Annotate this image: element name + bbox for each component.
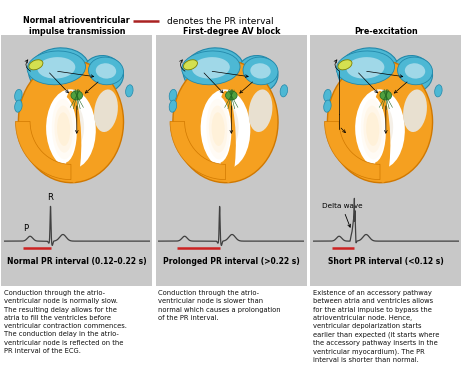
Ellipse shape — [250, 63, 271, 79]
Ellipse shape — [55, 105, 73, 152]
Text: Delta wave: Delta wave — [321, 203, 362, 227]
Ellipse shape — [367, 102, 393, 151]
Ellipse shape — [324, 100, 331, 112]
Text: Conduction through the atrio-
ventricular node is slower than
normal which cause: Conduction through the atrio- ventricula… — [158, 290, 281, 321]
Text: Prolonged PR interval (>0.22 s): Prolonged PR interval (>0.22 s) — [163, 257, 300, 266]
Ellipse shape — [280, 85, 288, 97]
Wedge shape — [325, 122, 380, 180]
Text: Conduction through the atrio-
ventricular node is normally slow.
The resulting d: Conduction through the atrio- ventricula… — [4, 290, 127, 354]
Ellipse shape — [37, 57, 75, 79]
Ellipse shape — [58, 102, 84, 151]
Ellipse shape — [205, 95, 231, 163]
Ellipse shape — [403, 89, 427, 132]
Ellipse shape — [355, 89, 405, 169]
Ellipse shape — [169, 89, 177, 102]
Ellipse shape — [201, 89, 250, 169]
Ellipse shape — [27, 51, 85, 85]
Ellipse shape — [336, 51, 394, 85]
Text: P: P — [23, 224, 28, 233]
Ellipse shape — [192, 57, 230, 79]
Ellipse shape — [380, 91, 392, 100]
Text: R: R — [47, 193, 54, 202]
Ellipse shape — [50, 95, 77, 163]
Ellipse shape — [206, 99, 230, 160]
FancyBboxPatch shape — [0, 33, 154, 289]
Text: Existence of an accessory pathway
between atria and ventricles allows
for the at: Existence of an accessory pathway betwee… — [313, 290, 439, 363]
Ellipse shape — [52, 99, 75, 160]
Ellipse shape — [248, 89, 273, 132]
Wedge shape — [170, 122, 226, 180]
Ellipse shape — [15, 89, 22, 102]
Text: Pre-excitation: Pre-excitation — [354, 27, 418, 36]
Ellipse shape — [96, 63, 116, 79]
Text: First-degree AV block: First-degree AV block — [182, 27, 280, 36]
Ellipse shape — [211, 112, 225, 146]
Ellipse shape — [89, 57, 123, 85]
Ellipse shape — [212, 102, 238, 151]
Ellipse shape — [338, 60, 352, 70]
Ellipse shape — [366, 112, 379, 146]
Ellipse shape — [398, 57, 432, 85]
Ellipse shape — [361, 99, 384, 160]
Ellipse shape — [57, 112, 70, 146]
Wedge shape — [16, 122, 71, 180]
Ellipse shape — [328, 60, 433, 183]
Text: Normal atrioventricular
impulse transmission: Normal atrioventricular impulse transmis… — [23, 16, 130, 36]
FancyBboxPatch shape — [155, 33, 308, 289]
Ellipse shape — [435, 85, 442, 97]
Ellipse shape — [218, 91, 236, 183]
Text: denotes the PR interval: denotes the PR interval — [166, 17, 273, 26]
Ellipse shape — [94, 89, 118, 132]
Ellipse shape — [237, 56, 278, 93]
Ellipse shape — [405, 63, 425, 79]
Ellipse shape — [169, 100, 177, 112]
Ellipse shape — [346, 57, 384, 79]
Ellipse shape — [64, 91, 82, 183]
Ellipse shape — [18, 60, 124, 183]
Ellipse shape — [324, 89, 331, 102]
Ellipse shape — [28, 48, 90, 94]
Ellipse shape — [337, 48, 399, 94]
Ellipse shape — [373, 91, 391, 183]
FancyBboxPatch shape — [309, 33, 463, 289]
Ellipse shape — [209, 105, 228, 152]
Ellipse shape — [29, 60, 43, 70]
Text: Short PR interval (<0.12 s): Short PR interval (<0.12 s) — [328, 257, 444, 266]
Ellipse shape — [226, 91, 237, 100]
Ellipse shape — [15, 100, 22, 112]
Ellipse shape — [182, 51, 240, 85]
Ellipse shape — [364, 105, 382, 152]
Text: Normal PR interval (0.12–0.22 s): Normal PR interval (0.12–0.22 s) — [7, 257, 146, 266]
Ellipse shape — [82, 56, 123, 93]
Ellipse shape — [243, 57, 278, 85]
Ellipse shape — [392, 56, 432, 93]
Ellipse shape — [359, 95, 386, 163]
Ellipse shape — [183, 60, 198, 70]
Ellipse shape — [46, 89, 96, 169]
Ellipse shape — [183, 48, 245, 94]
Ellipse shape — [71, 91, 82, 100]
Ellipse shape — [126, 85, 133, 97]
Ellipse shape — [173, 60, 278, 183]
